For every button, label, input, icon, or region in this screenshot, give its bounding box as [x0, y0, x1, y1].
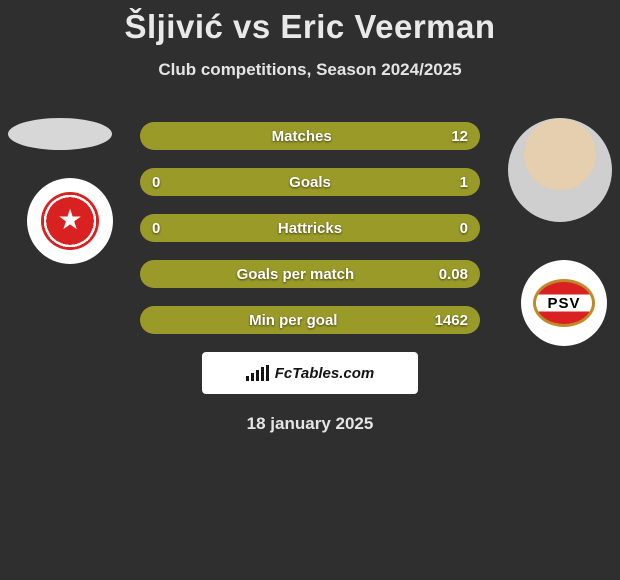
fctables-label: FcTables.com: [275, 365, 374, 382]
stat-left-value: 0: [152, 174, 160, 191]
subtitle: Club competitions, Season 2024/2025: [0, 60, 620, 80]
stat-label: Min per goal: [152, 312, 435, 329]
stat-right-value: 12: [451, 128, 468, 145]
stat-label: Matches: [152, 128, 451, 145]
stat-row-matches: Matches 12: [140, 122, 480, 150]
stat-label: Goals: [160, 174, 459, 191]
comparison-card: Šljivić vs Eric Veerman Club competition…: [0, 0, 620, 460]
date-label: 18 january 2025: [0, 414, 620, 434]
stat-label: Hattricks: [160, 220, 459, 237]
stats-table: Matches 12 0 Goals 1 0 Hattricks 0 Goals…: [0, 122, 620, 334]
fctables-watermark: FcTables.com: [202, 352, 418, 394]
stat-row-goals: 0 Goals 1: [140, 168, 480, 196]
page-title: Šljivić vs Eric Veerman: [0, 0, 620, 46]
stat-row-hattricks: 0 Hattricks 0: [140, 214, 480, 242]
stat-right-value: 0.08: [439, 266, 468, 283]
bars-icon: [246, 365, 269, 381]
stat-right-value: 1462: [435, 312, 468, 329]
stat-right-value: 0: [460, 220, 468, 237]
stat-right-value: 1: [460, 174, 468, 191]
stat-row-min-per-goal: Min per goal 1462: [140, 306, 480, 334]
stat-row-goals-per-match: Goals per match 0.08: [140, 260, 480, 288]
stat-label: Goals per match: [152, 266, 439, 283]
stat-left-value: 0: [152, 220, 160, 237]
